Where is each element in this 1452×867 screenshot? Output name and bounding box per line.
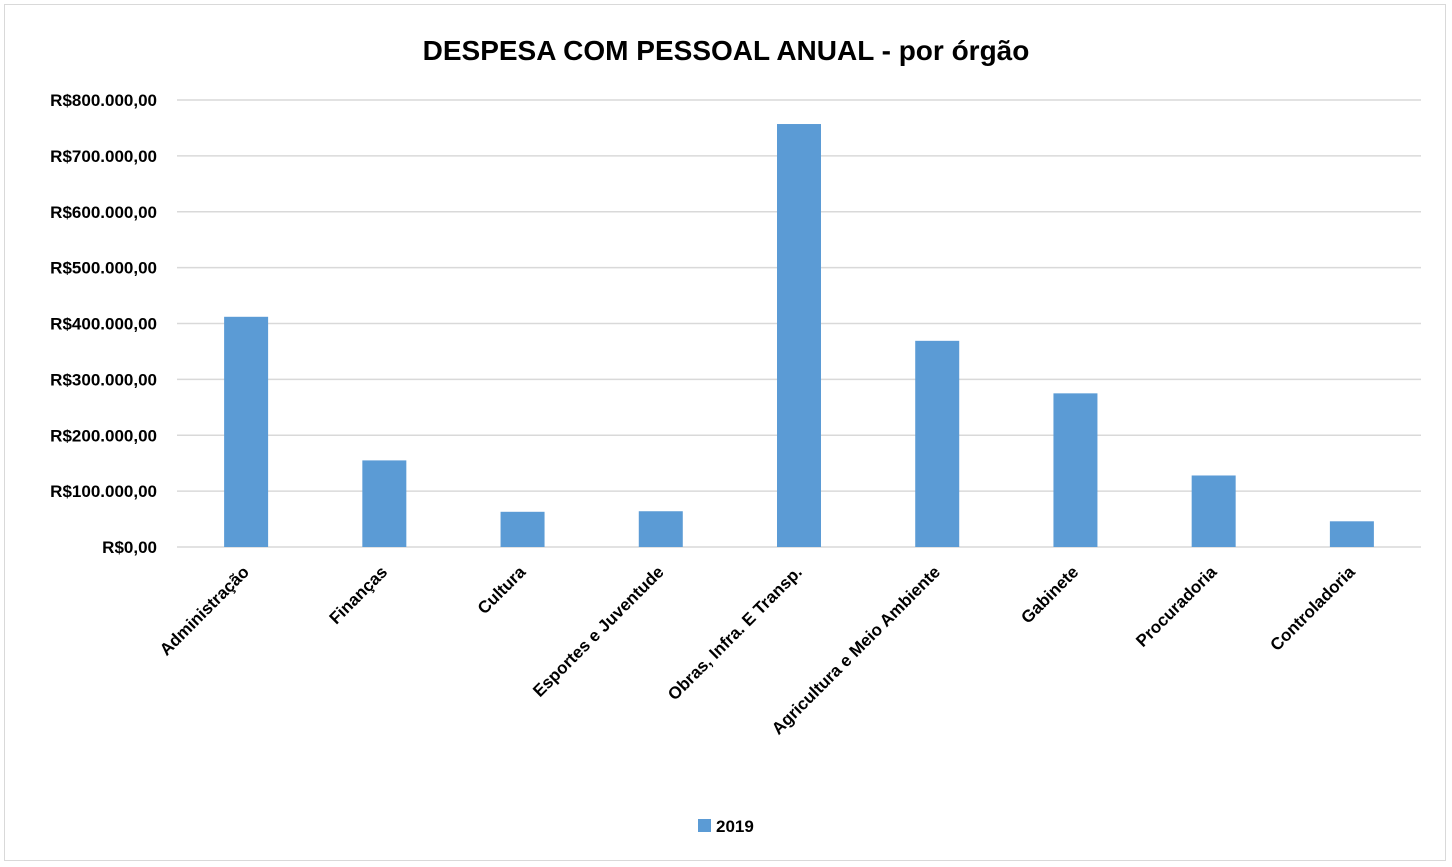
y-tick-label: R$500.000,00 <box>50 259 157 278</box>
x-tick-label: Finanças <box>326 562 392 628</box>
y-tick-label: R$300.000,00 <box>50 370 157 389</box>
x-tick-label: Administração <box>156 562 253 659</box>
bars <box>224 124 1374 548</box>
y-axis-labels: R$0,00 R$100.000,00 R$200.000,00 R$300.000,… <box>50 91 157 557</box>
y-tick-label: R$600.000,00 <box>50 203 157 222</box>
bar <box>777 124 821 548</box>
bar <box>1191 475 1236 547</box>
bar <box>362 460 407 547</box>
x-tick-label: Procuradoria <box>1132 562 1221 651</box>
chart-title: DESPESA COM PESSOAL ANUAL - por órgão <box>423 35 1030 66</box>
bar <box>1053 393 1098 547</box>
legend-label: 2019 <box>716 817 754 836</box>
legend: 2019 <box>698 817 754 836</box>
bar <box>915 340 960 547</box>
y-tick-label: R$800.000,00 <box>50 91 157 110</box>
bar <box>500 511 545 547</box>
y-tick-label: R$200.000,00 <box>50 426 157 445</box>
y-tick-label: R$400.000,00 <box>50 315 157 334</box>
x-tick-label: Controladoria <box>1266 562 1359 655</box>
bar <box>638 511 683 547</box>
x-tick-label: Gabinete <box>1017 562 1082 627</box>
x-tick-label: Agricultura e Meio Ambiente <box>768 562 944 738</box>
y-tick-label: R$0,00 <box>102 538 157 557</box>
bar <box>1329 521 1374 547</box>
legend-swatch-2019 <box>698 819 711 832</box>
y-tick-label: R$100.000,00 <box>50 482 157 501</box>
x-tick-label: Cultura <box>474 562 530 618</box>
x-tick-label: Obras, Infra. E Transp. <box>664 562 806 704</box>
x-axis-labels: Administração Finanças Cultura Esportes e J… <box>156 562 1359 738</box>
y-tick-label: R$700.000,00 <box>50 147 157 166</box>
bar <box>224 316 269 547</box>
x-tick-label: Esportes e Juventude <box>529 562 667 700</box>
